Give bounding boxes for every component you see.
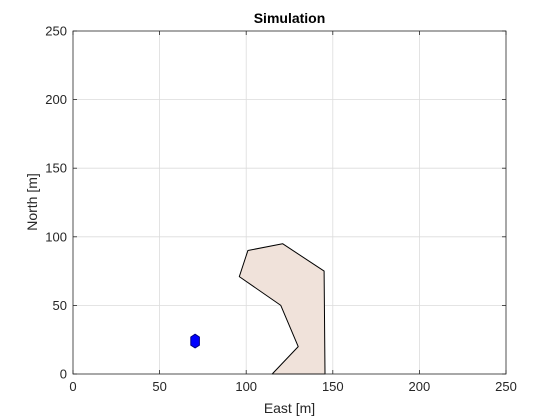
x-tick-label: 50 xyxy=(152,379,166,394)
obstacle-polygon xyxy=(238,243,326,375)
x-tick-label: 200 xyxy=(409,379,431,394)
chart-title: Simulation xyxy=(254,10,326,26)
x-tick-label: 150 xyxy=(322,379,344,394)
x-axis-label: East [m] xyxy=(264,400,315,416)
x-tick-label: 250 xyxy=(495,379,517,394)
vehicle-marker xyxy=(190,333,200,349)
y-tick-label: 200 xyxy=(45,92,67,107)
grid xyxy=(73,31,506,374)
y-tick-label: 100 xyxy=(45,229,67,244)
y-tick-label: 250 xyxy=(45,24,67,39)
y-axis-label: North [m] xyxy=(24,173,40,231)
y-tick-label: 0 xyxy=(60,367,67,382)
plot-area xyxy=(190,243,326,375)
ticks: 0 50 100 150 200 250 0 50 100 150 200 250 xyxy=(45,24,517,395)
x-tick-label: 100 xyxy=(235,379,257,394)
x-tick-label: 0 xyxy=(69,379,76,394)
y-tick-label: 150 xyxy=(45,161,67,176)
y-tick-label: 50 xyxy=(53,298,67,313)
axes-box xyxy=(72,30,507,375)
